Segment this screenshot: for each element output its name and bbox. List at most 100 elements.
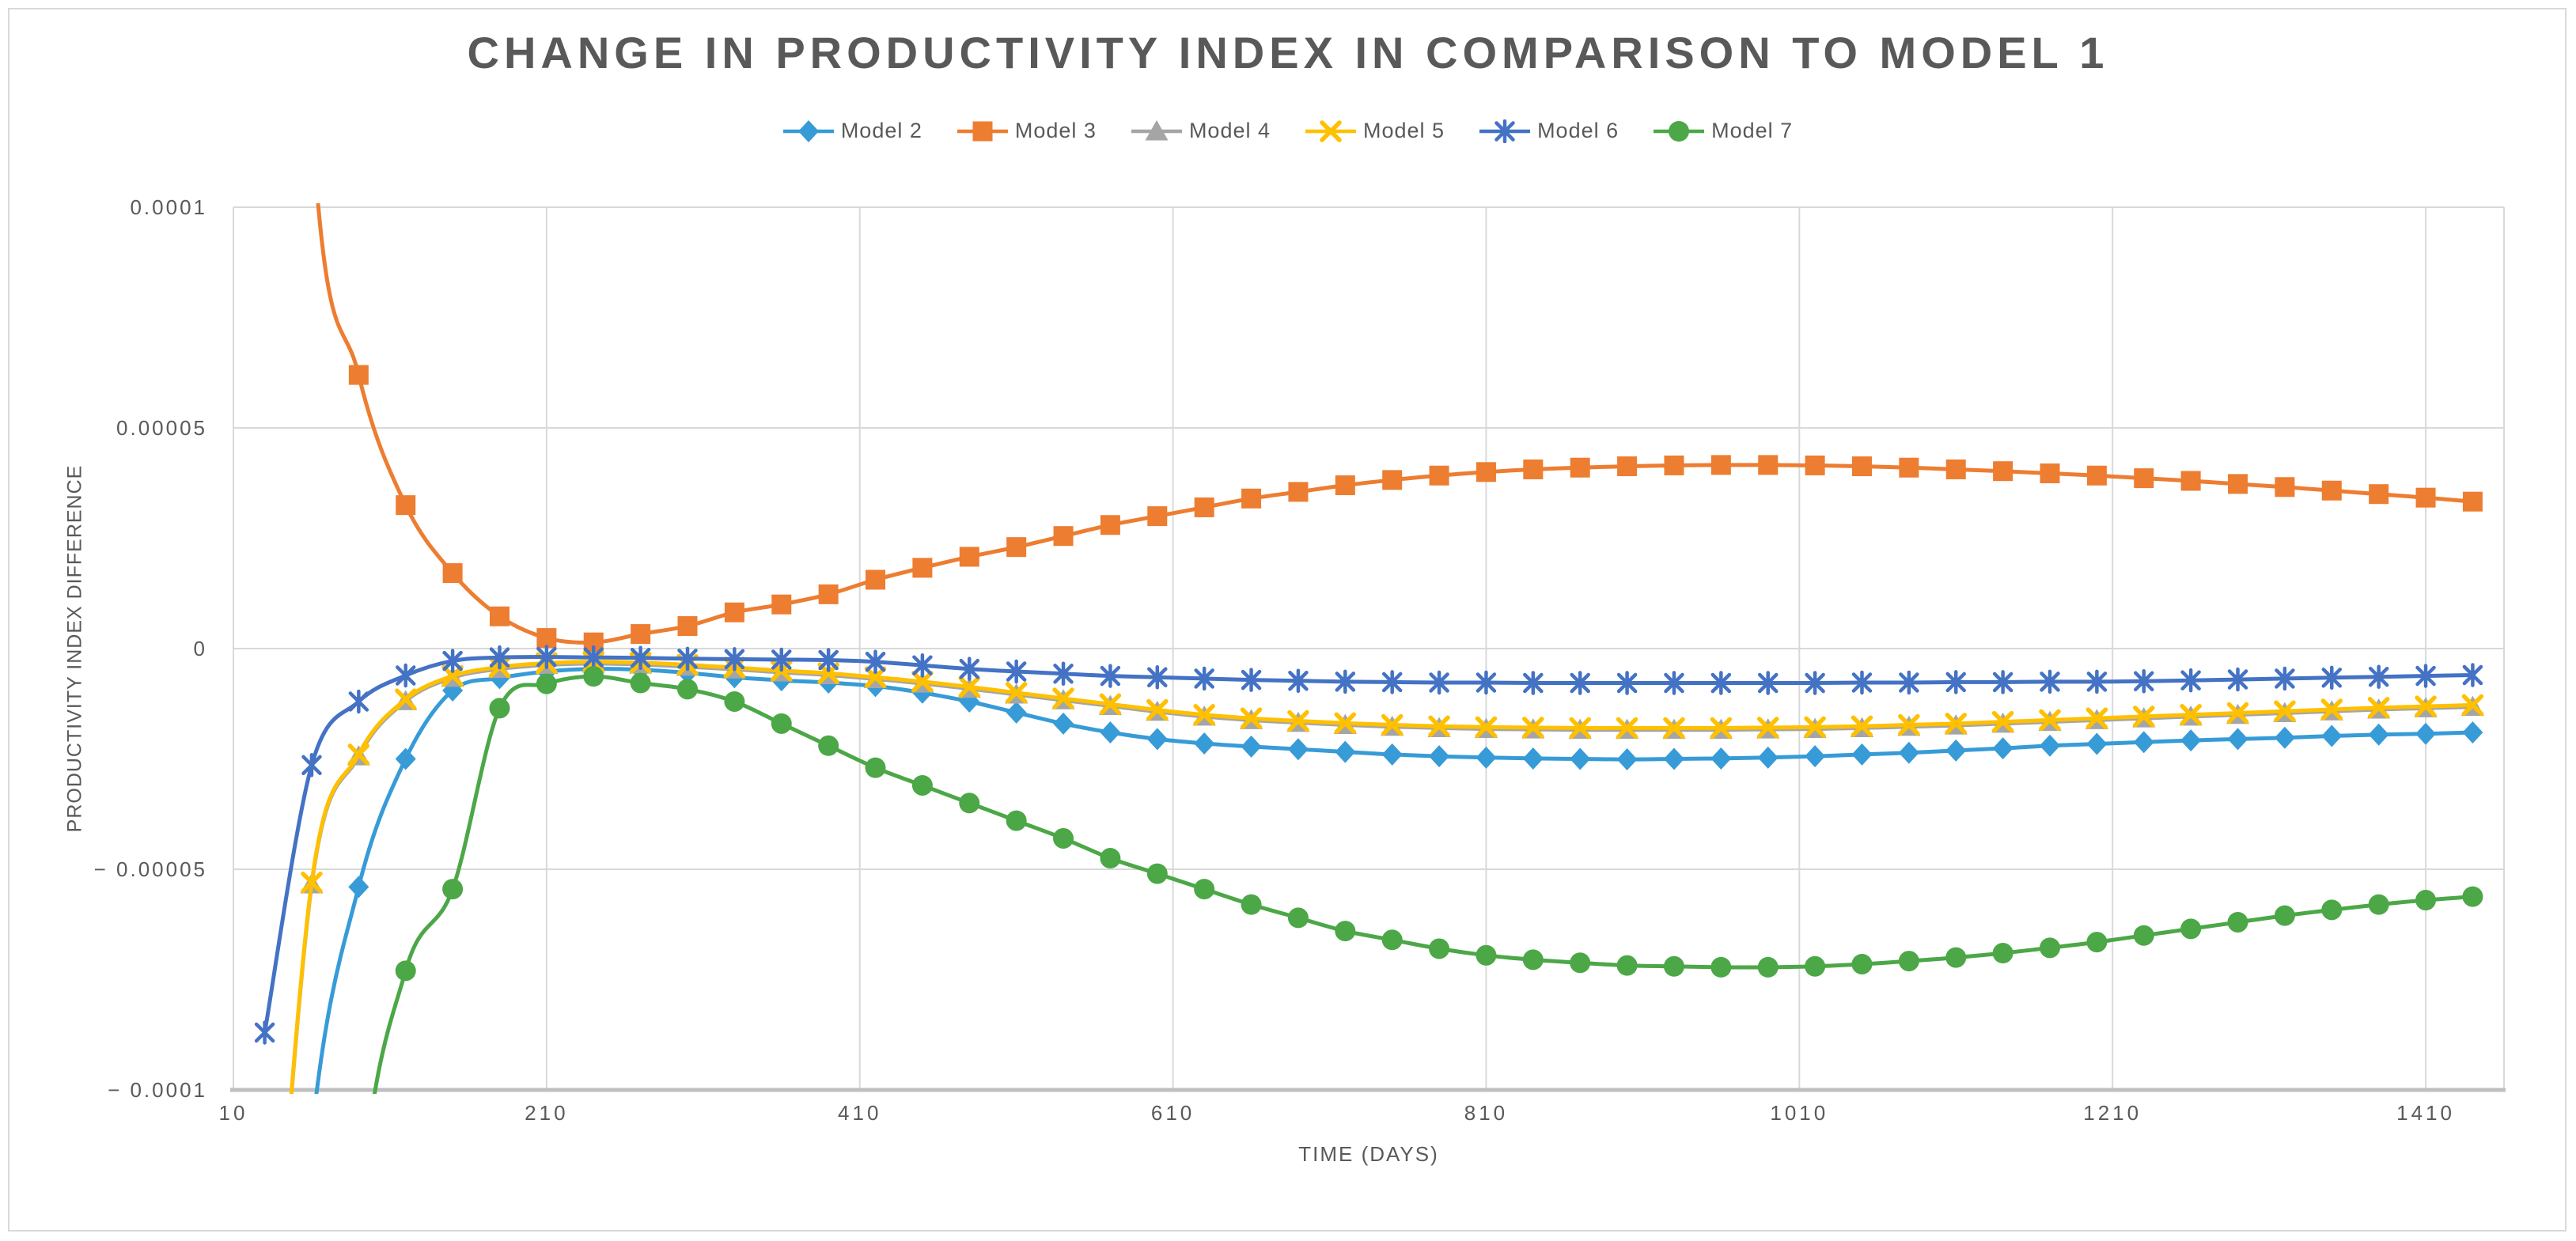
asterisk-marker <box>912 653 933 678</box>
diamond-marker <box>2462 721 2483 744</box>
asterisk-marker <box>2275 666 2295 691</box>
square-marker <box>2369 484 2389 505</box>
x-marker <box>347 743 370 766</box>
square-marker <box>1053 526 1074 547</box>
legend-item-model-4[interactable]: Model 4 <box>1131 119 1271 143</box>
circle-marker <box>1570 952 1591 974</box>
triangle-legend-icon <box>1131 119 1182 140</box>
diamond-marker <box>1522 747 1544 770</box>
asterisk-marker <box>1992 670 2013 694</box>
legend-item-model-7[interactable]: Model 7 <box>1654 119 1793 143</box>
x-marker <box>958 675 981 698</box>
square-marker <box>1476 462 1496 482</box>
circle-marker <box>630 672 651 694</box>
x-marker <box>394 688 417 710</box>
asterisk-legend-icon <box>1479 119 1531 143</box>
legend: Model 2 Model 3 Model 4 Model 5 Model 6 Model… <box>0 119 2576 143</box>
diamond-marker <box>1429 745 1450 768</box>
square-marker <box>959 547 979 567</box>
asterisk-marker <box>2415 664 2436 688</box>
x-marker <box>1146 698 1169 721</box>
square-marker <box>1570 457 1590 478</box>
circle-marker <box>1053 827 1074 849</box>
x-marker <box>1898 713 1920 736</box>
x-marker <box>1475 716 1498 739</box>
square-marker <box>1617 456 1638 477</box>
x-marker <box>2367 697 2390 719</box>
asterisk-marker <box>348 689 369 714</box>
circle-marker <box>677 679 698 700</box>
diamond-marker <box>1335 740 1356 763</box>
square-marker <box>2086 465 2107 486</box>
diamond-marker <box>1241 735 1262 758</box>
series-model-5 <box>289 650 2484 1094</box>
y-tick-label: 0.00005 <box>116 416 207 440</box>
legend-label: Model 5 <box>1363 119 1445 142</box>
square-marker <box>301 109 321 129</box>
triangle-marker <box>1145 119 1169 140</box>
x-marker <box>1005 682 1028 704</box>
circle-marker <box>959 793 980 814</box>
asterisk-marker <box>489 645 510 670</box>
x-tick-label: 410 <box>838 1101 882 1125</box>
square-marker <box>1100 515 1120 535</box>
x-marker <box>301 871 323 894</box>
legend-item-model-2[interactable]: Model 2 <box>782 119 922 143</box>
square-marker <box>1006 537 1027 558</box>
asterisk-marker <box>536 645 557 669</box>
circle-marker <box>1757 956 1779 978</box>
legend-label: Model 4 <box>1188 119 1271 142</box>
circle-marker <box>1851 953 1873 974</box>
diamond-marker <box>1757 746 1779 769</box>
asterisk-marker <box>724 647 745 672</box>
square-marker <box>348 365 369 385</box>
diamond-marker <box>1663 747 1684 770</box>
asterisk-marker <box>1899 670 1919 695</box>
circle-marker <box>1992 943 2013 964</box>
circle-marker <box>2321 899 2343 921</box>
x-marker <box>1240 707 1263 729</box>
circle-marker <box>2415 890 2437 911</box>
asterisk-marker <box>677 646 698 672</box>
asterisk-marker <box>1570 671 1590 695</box>
x-marker <box>1804 716 1826 739</box>
circle-marker <box>1945 947 1967 968</box>
square-marker <box>2275 477 2295 498</box>
x-marker <box>911 671 934 693</box>
x-marker <box>1945 713 1967 735</box>
x-marker <box>2415 695 2437 717</box>
circle-marker <box>1146 863 1168 884</box>
legend-item-model-5[interactable]: Model 5 <box>1305 119 1445 143</box>
circle-marker <box>2227 911 2248 933</box>
square-marker <box>1523 459 1544 479</box>
asterisk-marker <box>1429 670 1449 695</box>
circle-marker <box>1710 956 1732 978</box>
x-marker <box>441 664 464 687</box>
diamond-marker <box>2274 726 2295 749</box>
x-marker <box>1428 715 1450 737</box>
x-tick-label: 810 <box>1464 1101 1509 1125</box>
square-marker <box>631 624 651 645</box>
x-marker <box>2085 707 2108 729</box>
x-marker <box>2133 706 2155 728</box>
square-marker <box>771 594 792 615</box>
x-marker <box>1381 713 1404 736</box>
diamond-marker <box>2133 731 2154 754</box>
y-tick-label: 0.0001 <box>130 195 207 219</box>
circle-marker <box>1006 810 1027 831</box>
square-marker <box>442 563 463 584</box>
square-marker <box>1710 455 1731 475</box>
legend-item-model-3[interactable]: Model 3 <box>957 119 1097 143</box>
square-marker <box>1382 470 1403 490</box>
square-marker <box>1664 455 1684 475</box>
square-marker <box>677 616 698 637</box>
y-axis-title: PRODUCTIVITY INDEX DIFFERENCE <box>63 464 86 833</box>
circle-marker <box>1241 894 1262 915</box>
circle-marker <box>771 713 792 734</box>
circle-marker <box>1194 879 1215 900</box>
diamond-marker <box>1992 737 2013 760</box>
legend-item-model-6[interactable]: Model 6 <box>1479 119 1619 143</box>
square-legend-icon <box>957 121 1008 141</box>
diamond-marker <box>1945 739 1967 762</box>
